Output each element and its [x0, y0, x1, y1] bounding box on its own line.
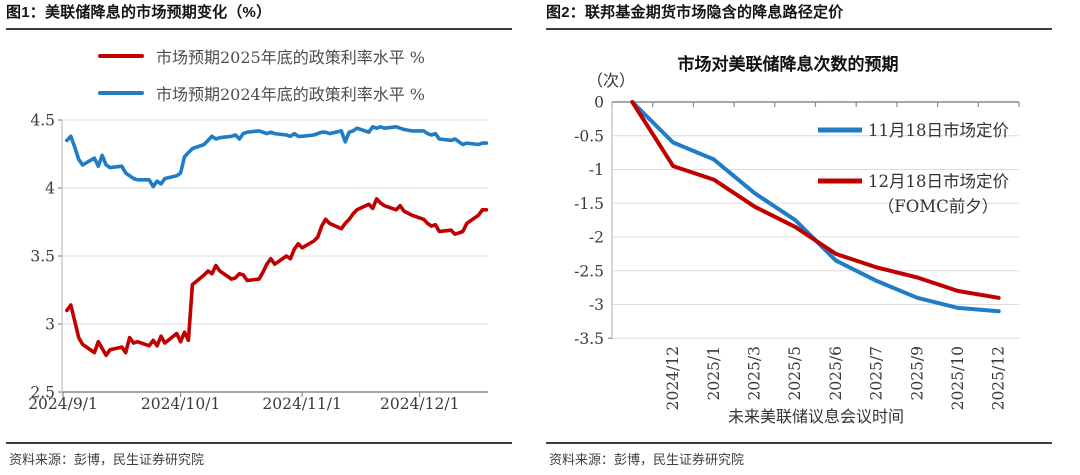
svg-text:12月18日市场定价: 12月18日市场定价 [868, 172, 1009, 191]
svg-text:2024/11/1: 2024/11/1 [262, 395, 341, 413]
svg-text:-3: -3 [589, 296, 604, 314]
svg-text:2025/1: 2025/1 [705, 346, 723, 401]
figure1-series-2-line [65, 124, 489, 189]
legend-line-red-icon [98, 53, 144, 59]
svg-text:2025/5: 2025/5 [786, 346, 804, 401]
legend-label-2025: 市场预期2025年底的政策利率水平 % [156, 48, 426, 67]
svg-text:2025/6: 2025/6 [827, 346, 845, 401]
svg-text:2.5: 2.5 [30, 384, 55, 402]
svg-text:2025/3: 2025/3 [745, 346, 763, 401]
svg-text:市场对美联储降息次数的预期: 市场对美联储降息次数的预期 [678, 54, 899, 75]
svg-text:2024/12/1: 2024/12/1 [380, 395, 459, 413]
svg-text:-1.5: -1.5 [574, 195, 604, 213]
svg-text:2024/12: 2024/12 [664, 346, 682, 410]
figure1-header: 图1：美联储降息的市场预期变化（%） [6, 0, 512, 30]
figure1-series-1-line [65, 197, 489, 358]
svg-text:0: 0 [594, 94, 604, 112]
legend-item-2024: 市场预期2024年底的政策利率水平 % [98, 81, 425, 105]
figure2-title: 图2：联邦基金期货市场隐含的降息路径定价 [546, 4, 844, 21]
svg-text:2024/10/1: 2024/10/1 [141, 395, 220, 413]
figure1-panel: 图1：美联储降息的市场预期变化（%） 市场预期2025年底的政策利率水平 % 市… [6, 0, 512, 467]
figure1-title: 图1：美联储降息的市场预期变化（%） [6, 4, 272, 21]
svg-text:2025/12: 2025/12 [990, 346, 1008, 410]
legend-line-blue-icon [98, 90, 144, 96]
figure2-source: 资料来源：彭博，民生证券研究院 [549, 452, 745, 467]
figure2-plot: 0 -0.5 -1 -1.5 -2 -2.5 -3 -3.5 2024/12 2025/1 2025… [574, 54, 1020, 426]
figure2-series-2-line [630, 100, 1001, 300]
figure1-legend: 市场预期2025年底的政策利率水平 % 市场预期2024年底的政策利率水平 % [98, 44, 425, 118]
svg-text:（FOMC前夕）: （FOMC前夕） [878, 197, 999, 216]
figure2-source-rule [546, 442, 1052, 444]
svg-text:-3.5: -3.5 [574, 330, 604, 348]
svg-text:2024/9/1: 2024/9/1 [28, 395, 98, 413]
svg-text:4: 4 [45, 180, 55, 198]
svg-text:11月18日市场定价: 11月18日市场定价 [868, 121, 1009, 140]
figure2-header: 图2：联邦基金期货市场隐含的降息路径定价 [546, 0, 1052, 30]
svg-text:（次）: （次） [587, 71, 635, 90]
svg-text:4.5: 4.5 [30, 112, 55, 130]
figure1-source: 资料来源：彭博，民生证券研究院 [9, 452, 205, 467]
svg-text:2025/10: 2025/10 [949, 346, 967, 410]
svg-text:-2.5: -2.5 [574, 262, 604, 280]
svg-text:-2: -2 [589, 229, 604, 247]
svg-text:2025/9: 2025/9 [908, 346, 926, 401]
svg-text:未来美联储议息会议时间: 未来美联储议息会议时间 [728, 407, 904, 426]
svg-text:3: 3 [45, 316, 55, 334]
legend-label-2024: 市场预期2024年底的政策利率水平 % [156, 85, 426, 104]
figure2-panel: 图2：联邦基金期货市场隐含的降息路径定价 0 -0.5 -1 -1.5 -2 -2.5 -3… [540, 0, 1080, 475]
figure1-source-rule [6, 442, 512, 444]
svg-text:2025/7: 2025/7 [868, 346, 886, 401]
svg-text:3.5: 3.5 [30, 248, 55, 266]
svg-text:-0.5: -0.5 [574, 127, 604, 145]
legend-item-2025: 市场预期2025年底的政策利率水平 % [98, 44, 425, 68]
svg-text:-1: -1 [589, 161, 604, 179]
